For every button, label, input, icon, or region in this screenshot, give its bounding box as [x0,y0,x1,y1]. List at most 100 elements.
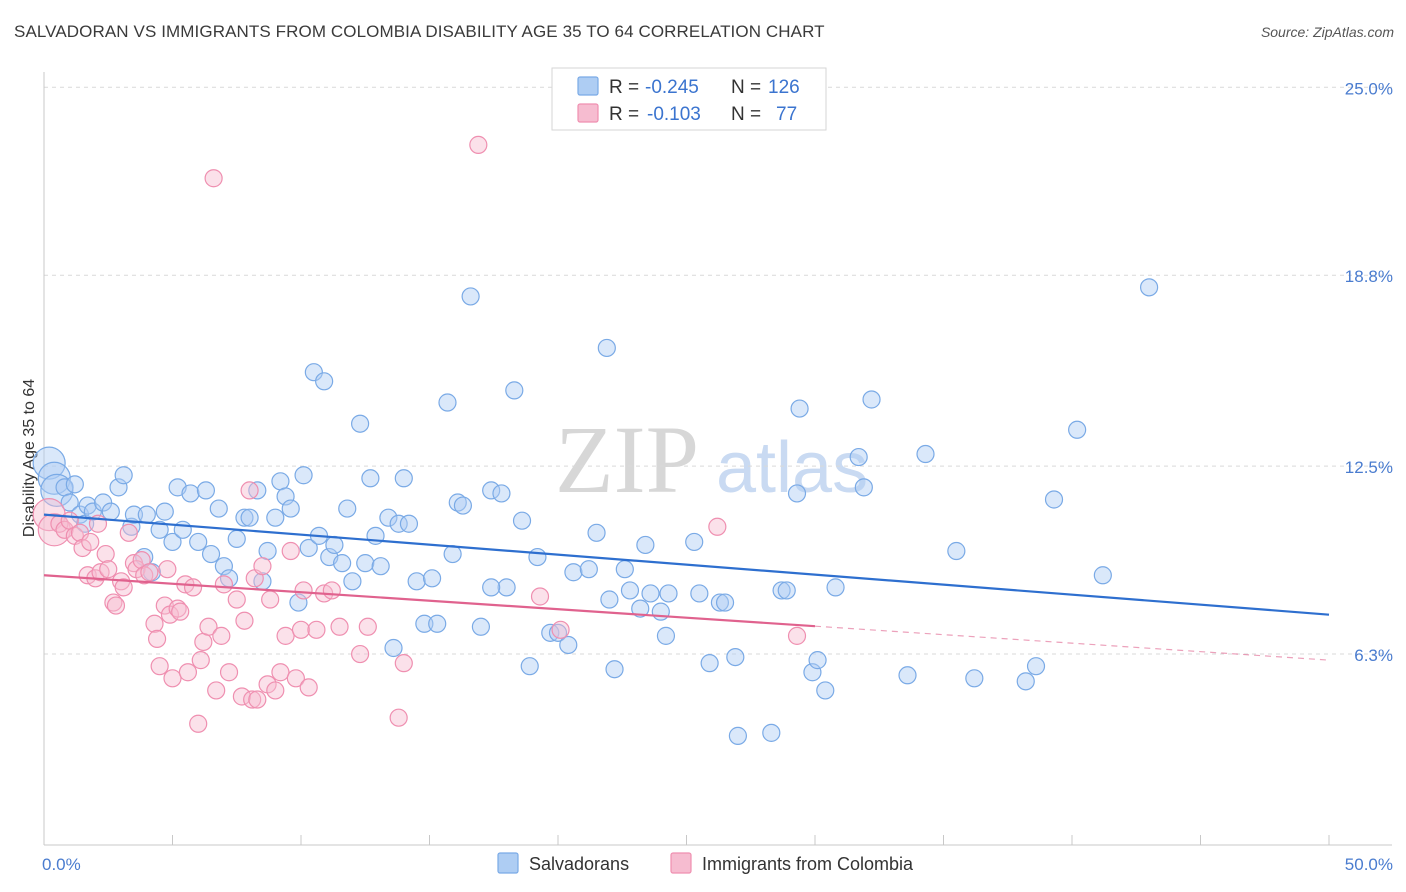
salvadoran-point-33 [240,508,259,527]
colombia-point-52 [248,690,267,709]
salvadoran-point-98 [700,654,719,673]
salvadoran-point-53 [356,554,375,573]
colombia-point-31 [163,669,182,688]
salvadoran-point-82 [564,563,583,582]
legend-label-salvadorans: Salvadorans [529,854,629,874]
salvadoran-point-15 [124,505,144,524]
colombia-point-44 [214,575,233,594]
colombia-point-24 [140,563,159,582]
salvadoran-point-46 [315,372,334,391]
watermark-zip: ZIP [555,406,699,513]
colombia-point-38 [191,651,210,670]
salvadoran-point-32 [235,508,254,527]
salvadoran-point-44 [304,363,323,382]
salvadoran-point-88 [615,560,634,579]
salvadoran-point-24 [181,484,200,503]
y-axis-label: Disability Age 35 to 64 [21,379,38,537]
salvadoran-point-81 [559,635,578,655]
salvadoran-point-74 [497,578,516,597]
colombia-point-39 [194,632,213,652]
salvadoran-point-50 [338,499,357,518]
salvadoran-point-114 [862,390,881,409]
salvadoran-point-51 [343,572,362,591]
colombia-point-56 [266,681,285,700]
salvadoran-point-11 [101,502,120,521]
legend-swatch-salvadorans [577,76,599,96]
salvadoran-point-71 [471,617,490,636]
correlation-legend: R = -0.245 N = 126 R = -0.103 N = 77 [551,67,827,131]
colombia-point-18 [114,578,133,597]
salvadoran-point-20 [155,502,174,521]
salvadoran-point-65 [428,614,447,633]
colombia-point-37 [189,714,208,733]
salvadoran-point-102 [728,726,748,745]
salvadoran-point-106 [787,484,807,503]
salvadoran-point-26 [196,481,216,500]
colombia-point-71 [394,654,413,673]
salvadoran-point-1 [37,461,71,495]
axes [43,72,1392,846]
salvadoran-point-62 [407,572,426,591]
salvadoran-point-90 [631,599,650,618]
salvadoran-point-104 [772,581,791,600]
legend-n-label-2: N = [731,104,761,125]
colombia-point-55 [261,590,280,609]
salvadoran-point-115 [898,666,917,685]
salvadoran-point-103 [762,723,781,742]
trend-lines [43,513,1330,661]
legend-r-value-2: -0.103 [647,104,701,125]
trend-line-1 [43,574,816,628]
salvadoran-point-38 [271,472,290,491]
colombia-point-59 [281,541,300,561]
salvadoran-point-121 [1044,490,1064,509]
salvadoran-point-67 [443,544,462,564]
colombia-point-33 [171,602,190,621]
salvadoran-point-13 [114,466,133,485]
colombia-point-43 [212,626,231,645]
salvadoran-point-66 [438,393,457,412]
colombia-point-15 [104,593,123,612]
salvadoran-point-87 [605,660,624,679]
colombia-point-50 [243,690,262,709]
legend-r-value-1: -0.245 [645,77,699,98]
salvadoran-point-75 [505,381,524,400]
series-legend: Salvadorans Immigrants from Colombia [497,852,914,874]
legend-r-label-1: R = [609,77,639,98]
salvadoran-point-122 [1068,420,1087,439]
colombia-point-36 [183,578,203,597]
chart-source: Source: ZipAtlas.com [1260,24,1394,40]
salvadoran-point-57 [379,508,398,527]
y-tick-labels: 6.3% 12.5% 18.8% 25.0% [1345,79,1393,665]
salvadoran-point-42 [294,466,313,485]
salvadoran-point-99 [710,593,730,612]
salvadoran-point-34 [248,481,267,500]
trend-line-dashed-1 [814,625,1330,661]
x-tick-label-0: 0.0% [42,855,81,874]
salvadoran-point-72 [482,481,501,500]
salvadoran-point-109 [808,651,827,670]
salvadoran-point-119 [1016,672,1035,691]
salvadoran-point-85 [597,338,616,358]
salvadoran-point-58 [384,638,403,658]
colombia-point-72 [469,135,488,154]
salvadoran-point-76 [512,511,532,530]
salvadoran-point-40 [281,499,300,518]
salvadoran-point-36 [258,541,277,561]
y-tick-label-0: 6.3% [1354,646,1393,665]
colombia-point-19 [119,523,138,542]
salvadoran-point-94 [656,626,676,645]
salvadoran-point-61 [399,514,419,533]
legend-swatch-colombia-bottom [670,852,692,874]
colombia-point-41 [204,169,223,188]
salvadoran-point-43 [299,538,318,558]
colombia-point-67 [330,617,349,636]
colombia-point-26 [147,629,167,649]
salvadoran-point-28 [209,499,228,518]
y-tick-label-3: 25.0% [1345,79,1393,98]
salvadoran-point-77 [520,657,539,676]
salvadoran-point-68 [448,493,467,512]
legend-swatch-salvadorans-bottom [497,852,519,874]
salvadoran-point-123 [1093,566,1112,585]
salvadoran-point-49 [333,554,352,573]
y-tick-label-2: 18.8% [1345,267,1393,286]
